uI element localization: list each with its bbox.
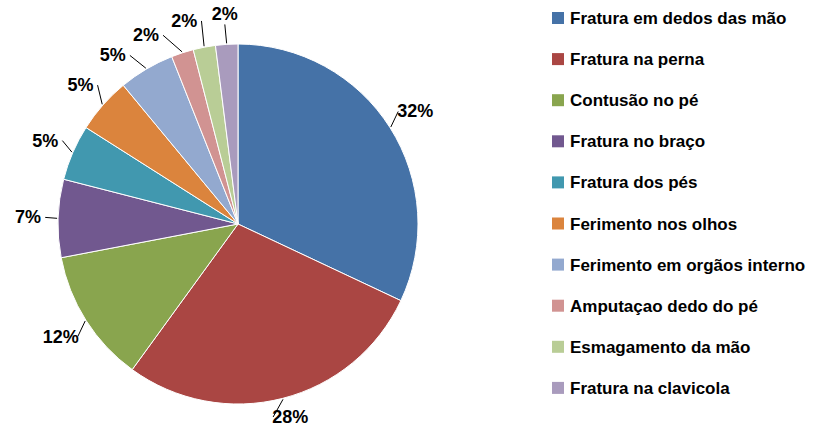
- legend-swatch: [552, 176, 564, 188]
- data-label: 5%: [100, 45, 126, 65]
- legend-swatch: [552, 218, 564, 230]
- legend-label: Fratura na clavicola: [570, 378, 730, 397]
- legend-swatch: [552, 341, 564, 353]
- leader-line: [130, 55, 146, 68]
- legend-swatch: [552, 94, 564, 106]
- data-label: 2%: [212, 4, 238, 24]
- leader-line: [62, 141, 72, 153]
- data-label: 5%: [32, 131, 58, 151]
- legend-swatch: [552, 259, 564, 271]
- legend-label: Ferimento em orgãos interno: [570, 255, 805, 274]
- legend-label: Esmagamento da mão: [570, 337, 750, 356]
- legend-swatch: [552, 12, 564, 24]
- legend-label: Amputaçao dedo do pé: [570, 296, 758, 315]
- leader-line: [45, 217, 57, 219]
- data-label: 32%: [397, 101, 433, 121]
- pie-slice: [215, 44, 238, 224]
- legend-swatch: [552, 135, 564, 147]
- chart: 32% 28% 12% 7% 5% 5% 5% 2% 2% 2% Fratura em dedos …: [0, 0, 831, 431]
- legend-label: Ferimento nos olhos: [570, 214, 737, 233]
- leader-line: [98, 85, 103, 104]
- data-label: 12%: [43, 327, 79, 347]
- legend-swatch: [552, 53, 564, 65]
- data-label: 7%: [15, 207, 41, 227]
- leader-line: [225, 24, 227, 43]
- legend-swatch: [552, 382, 564, 394]
- slices: [58, 44, 418, 404]
- legend-label: Fratura no braço: [570, 132, 705, 151]
- data-labels: 32% 28% 12% 7% 5% 5% 5% 2% 2% 2%: [15, 4, 433, 427]
- leader-line: [78, 321, 85, 337]
- data-label: 2%: [171, 11, 197, 31]
- leader-line: [163, 35, 182, 52]
- legend-label: Fratura na perna: [570, 50, 705, 69]
- leader-line: [201, 21, 204, 46]
- legend: Fratura em dedos das mão Fratura na perna…: [552, 9, 805, 398]
- data-label: 5%: [67, 75, 93, 95]
- legend-label: Fratura em dedos das mão: [570, 9, 786, 28]
- data-label: 28%: [272, 407, 308, 427]
- legend-swatch: [552, 300, 564, 312]
- legend-label: Contusão no pé: [570, 91, 698, 110]
- legend-label: Fratura dos pés: [570, 173, 698, 192]
- data-label: 2%: [133, 25, 159, 45]
